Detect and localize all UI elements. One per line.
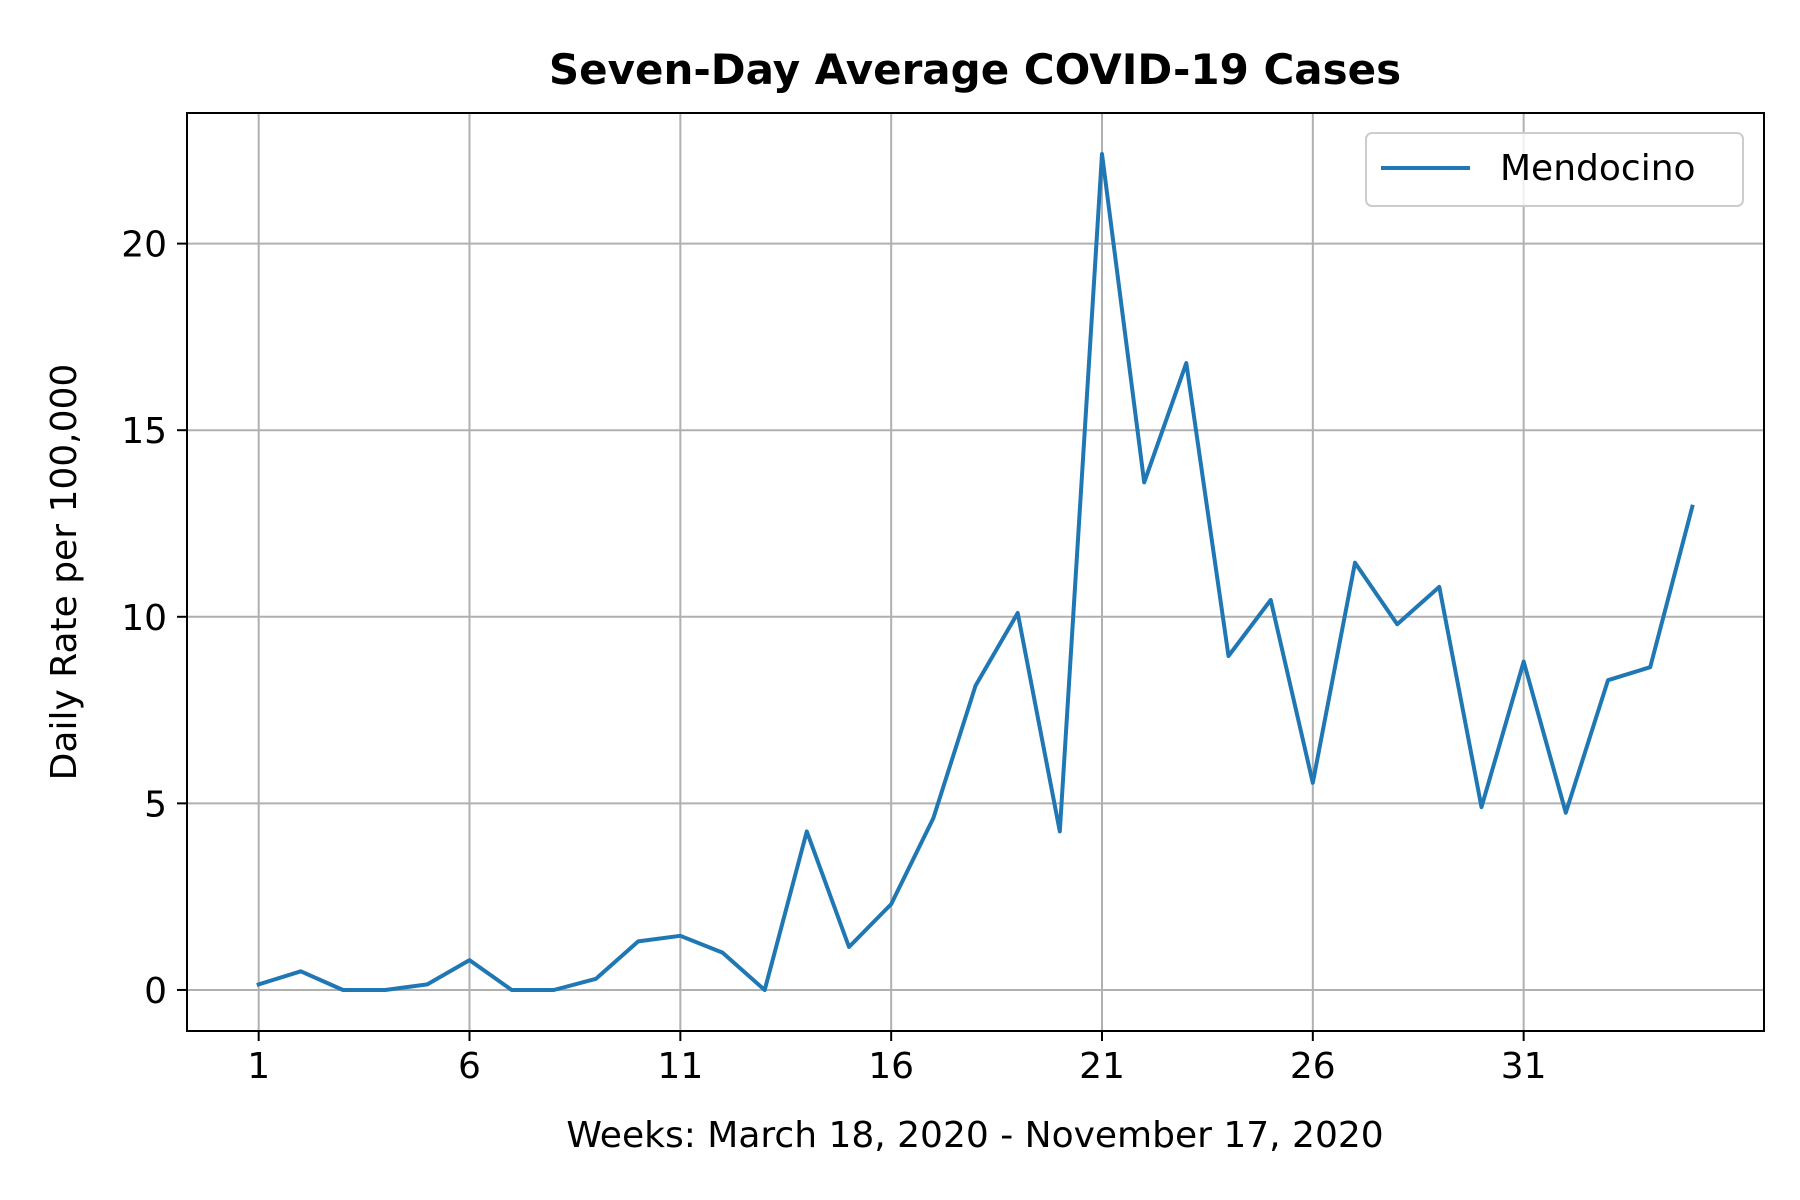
y-axis-label: Daily Rate per 100,000 [44, 364, 85, 781]
x-tick-label: 21 [1079, 1046, 1125, 1087]
series-line-mendocino [256, 152, 1695, 992]
legend-box [1365, 132, 1744, 207]
x-tick-label: 1 [247, 1046, 270, 1087]
y-tick-label: 5 [144, 784, 167, 825]
x-tick-label: 11 [657, 1046, 703, 1087]
y-tick-label: 20 [121, 225, 167, 266]
legend-label-mendocino: Mendocino [1500, 148, 1696, 189]
x-axis-label: Weeks: March 18, 2020 - November 17, 202… [566, 1115, 1383, 1156]
series-points [258, 154, 1693, 990]
x-tick-label: 6 [458, 1046, 481, 1087]
chart-title: Seven-Day Average COVID-19 Cases [549, 45, 1401, 94]
y-tick-label: 10 [121, 598, 167, 639]
x-tick-label: 31 [1501, 1046, 1547, 1087]
x-tick-label: 26 [1290, 1046, 1336, 1087]
y-tick-label: 0 [144, 971, 167, 1012]
gridlines [187, 113, 1764, 1031]
y-tick-label: 15 [121, 411, 167, 452]
x-tick-label: 16 [868, 1046, 914, 1087]
legend: Mendocino [1365, 132, 1744, 207]
plot-area-frame [186, 112, 1765, 1032]
